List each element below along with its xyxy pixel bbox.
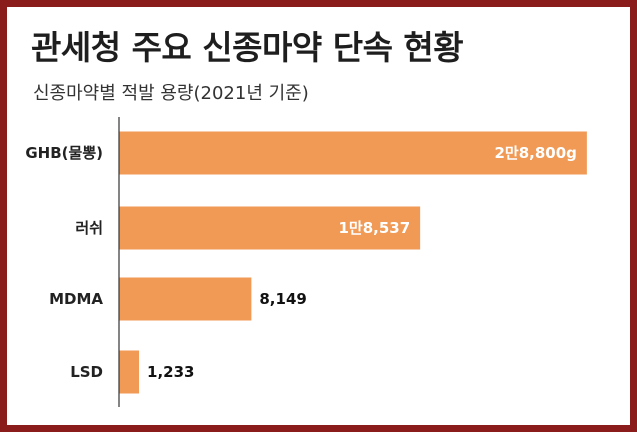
category-label: MDMA	[49, 290, 103, 308]
bar-3	[119, 277, 252, 321]
chart-frame: 관세청 주요 신종마약 단속 현황 신종마약별 적발 용량(2021년 기준) …	[7, 7, 630, 425]
chart-subtitle: 신종마약별 적발 용량(2021년 기준)	[33, 83, 309, 104]
bar-1	[119, 131, 587, 175]
category-label: 러쉬	[75, 219, 103, 237]
bar-4	[119, 350, 140, 394]
chart-title: 관세청 주요 신종마약 단속 현황	[31, 28, 464, 67]
value-label: 8,149	[259, 290, 306, 308]
value-label: 2만8,800g	[494, 144, 576, 162]
category-label: LSD	[70, 363, 103, 381]
value-label: 1,233	[147, 363, 194, 381]
bar-2	[119, 206, 421, 250]
category-label: GHB(물뽕)	[25, 144, 103, 162]
value-label: 1만8,537	[338, 219, 410, 237]
bar-chart: GHB(물뽕) 2만8,800g 러쉬 1만8,537 MDMA 8,149 LSD 1,23…	[25, 117, 587, 407]
